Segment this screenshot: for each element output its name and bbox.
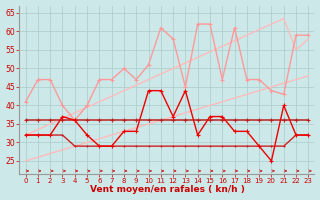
X-axis label: Vent moyen/en rafales ( kn/h ): Vent moyen/en rafales ( kn/h ) [90, 185, 244, 194]
